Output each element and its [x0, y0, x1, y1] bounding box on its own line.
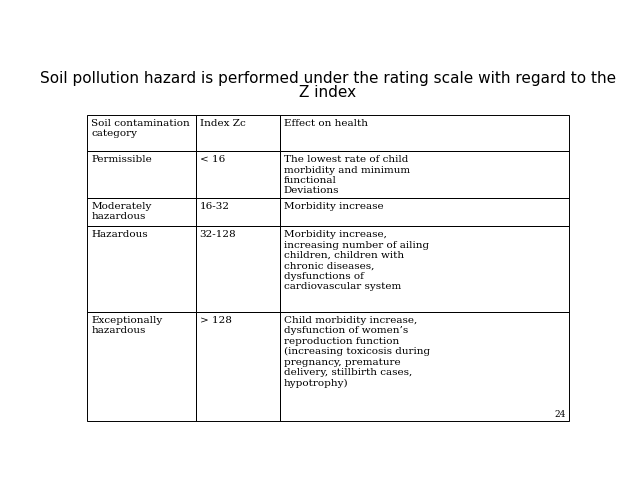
- Text: Hazardous: Hazardous: [92, 230, 148, 239]
- Bar: [196, 198, 280, 227]
- Text: Index Zc: Index Zc: [200, 119, 245, 128]
- Text: Permissible: Permissible: [92, 155, 152, 164]
- Text: Child morbidity increase,
dysfunction of women’s
reproduction function
(increasi: Child morbidity increase, dysfunction of…: [284, 316, 430, 387]
- Bar: [280, 151, 568, 198]
- Bar: [280, 227, 568, 312]
- Bar: [280, 312, 568, 420]
- Text: Morbidity increase,
increasing number of ailing
children, children with
chronic : Morbidity increase, increasing number of…: [284, 230, 429, 291]
- Bar: [196, 151, 280, 198]
- Text: The lowest rate of child
morbidity and minimum
functional
Deviations: The lowest rate of child morbidity and m…: [284, 155, 410, 195]
- Text: Z index: Z index: [300, 85, 356, 100]
- Bar: [280, 198, 568, 227]
- Text: Morbidity increase: Morbidity increase: [284, 202, 383, 211]
- Bar: [88, 312, 196, 420]
- Text: Soil pollution hazard is performed under the rating scale with regard to the: Soil pollution hazard is performed under…: [40, 71, 616, 85]
- Bar: [196, 115, 280, 151]
- Text: Soil contamination
category: Soil contamination category: [92, 119, 190, 138]
- Bar: [88, 115, 196, 151]
- Bar: [88, 151, 196, 198]
- Bar: [88, 198, 196, 227]
- Text: > 128: > 128: [200, 316, 232, 325]
- Bar: [280, 115, 568, 151]
- Bar: [196, 227, 280, 312]
- Bar: [88, 227, 196, 312]
- Text: 24: 24: [555, 410, 566, 419]
- Bar: [196, 312, 280, 420]
- Text: 16-32: 16-32: [200, 202, 230, 211]
- Text: Exceptionally
hazardous: Exceptionally hazardous: [92, 316, 163, 336]
- Text: Effect on health: Effect on health: [284, 119, 368, 128]
- Text: 32-128: 32-128: [200, 230, 236, 239]
- Text: < 16: < 16: [200, 155, 225, 164]
- Text: Moderately
hazardous: Moderately hazardous: [92, 202, 152, 221]
